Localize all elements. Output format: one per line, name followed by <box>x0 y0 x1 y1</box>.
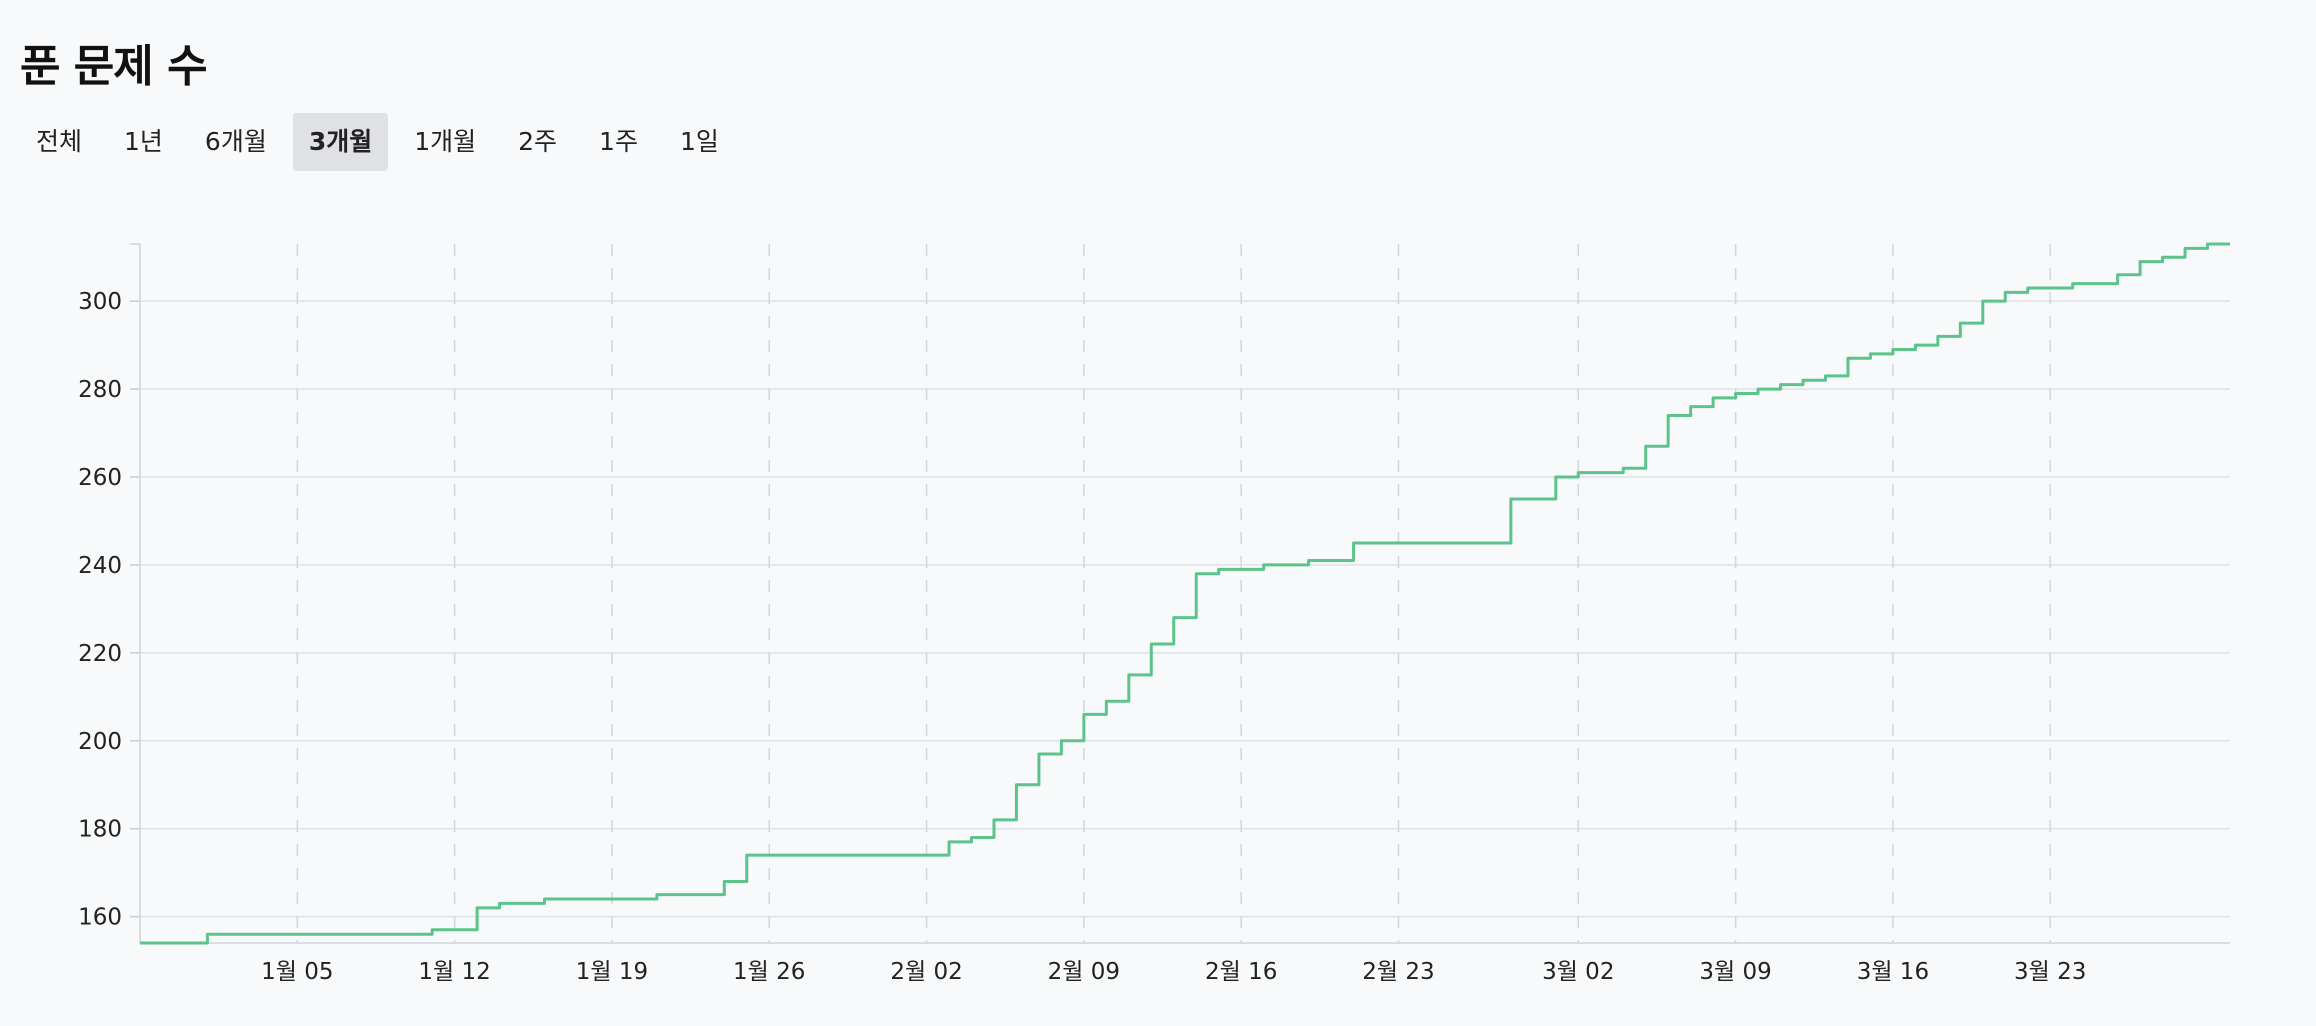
y-tick-label: 240 <box>78 553 122 579</box>
range-tab-3[interactable]: 3개월 <box>292 113 389 171</box>
x-tick-label: 2월 16 <box>1205 959 1277 985</box>
x-tick-label: 2월 23 <box>1362 959 1434 985</box>
x-tick-label: 1월 19 <box>576 959 648 985</box>
y-tick-label: 280 <box>78 377 122 403</box>
range-tab-6[interactable]: 1주 <box>599 127 638 156</box>
y-tick-label: 200 <box>78 729 122 755</box>
y-tick-label: 260 <box>78 465 122 491</box>
y-tick-label: 220 <box>78 641 122 667</box>
range-tabs: 전체 1년 6개월 3개월 1개월 2주 1주 1일 <box>20 113 745 171</box>
y-tick-label: 300 <box>78 289 122 315</box>
x-tick-label: 1월 26 <box>733 959 805 985</box>
y-tick-label: 160 <box>78 905 122 931</box>
x-tick-label: 3월 02 <box>1542 959 1614 985</box>
x-tick-label: 2월 09 <box>1048 959 1120 985</box>
x-tick-label: 3월 16 <box>1857 959 1929 985</box>
range-tab-2[interactable]: 6개월 <box>204 127 267 156</box>
range-tab-1[interactable]: 1년 <box>124 127 163 156</box>
x-tick-label: 3월 23 <box>2014 959 2086 985</box>
x-tick-label: 1월 05 <box>261 959 333 985</box>
y-tick-label: 180 <box>78 817 122 843</box>
x-tick-label: 2월 02 <box>890 959 962 985</box>
series-line-0 <box>140 242 2230 945</box>
range-tab-0[interactable]: 전체 <box>36 127 83 156</box>
x-tick-label: 3월 09 <box>1699 959 1771 985</box>
page-title: 푼 문제 수 <box>20 41 208 92</box>
range-tab-5[interactable]: 2주 <box>518 127 558 156</box>
range-tab-4[interactable]: 1개월 <box>414 127 477 156</box>
x-tick-label: 1월 12 <box>418 959 490 985</box>
range-tab-7[interactable]: 1일 <box>679 127 719 156</box>
